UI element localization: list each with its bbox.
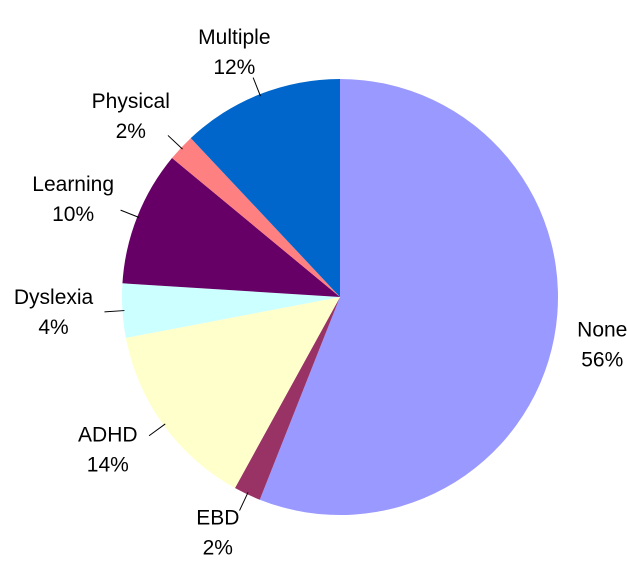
slice-value-label: 2% [203, 537, 233, 560]
slice-label: Multiple [198, 26, 270, 49]
slice-value-label: 56% [581, 349, 623, 372]
slice-label: Learning [32, 173, 114, 196]
slice-label: None [577, 319, 627, 342]
pie-slice [190, 79, 340, 297]
pie-slice [122, 158, 340, 297]
slice-value-label: 14% [87, 454, 129, 477]
slice-label: Physical [92, 90, 170, 113]
leader-line [148, 423, 166, 437]
slice-value-label: 2% [116, 120, 146, 143]
leader-line [239, 492, 249, 511]
slice-label: Dyslexia [14, 286, 94, 309]
pie-slice [172, 138, 340, 297]
slice-label: ADHD [78, 424, 138, 447]
pie-slice [122, 283, 340, 338]
leader-line [167, 135, 183, 150]
slice-value-label: 12% [213, 56, 255, 79]
leader-line [120, 209, 140, 218]
slice-value-label: 4% [38, 316, 68, 339]
leader-line [252, 77, 261, 97]
pie-slice [125, 297, 340, 489]
slice-value-label: 10% [52, 203, 94, 226]
pie-slice [259, 79, 558, 515]
pie-slice [234, 297, 340, 500]
slice-label: EBD [196, 507, 239, 530]
leader-line [104, 310, 125, 313]
